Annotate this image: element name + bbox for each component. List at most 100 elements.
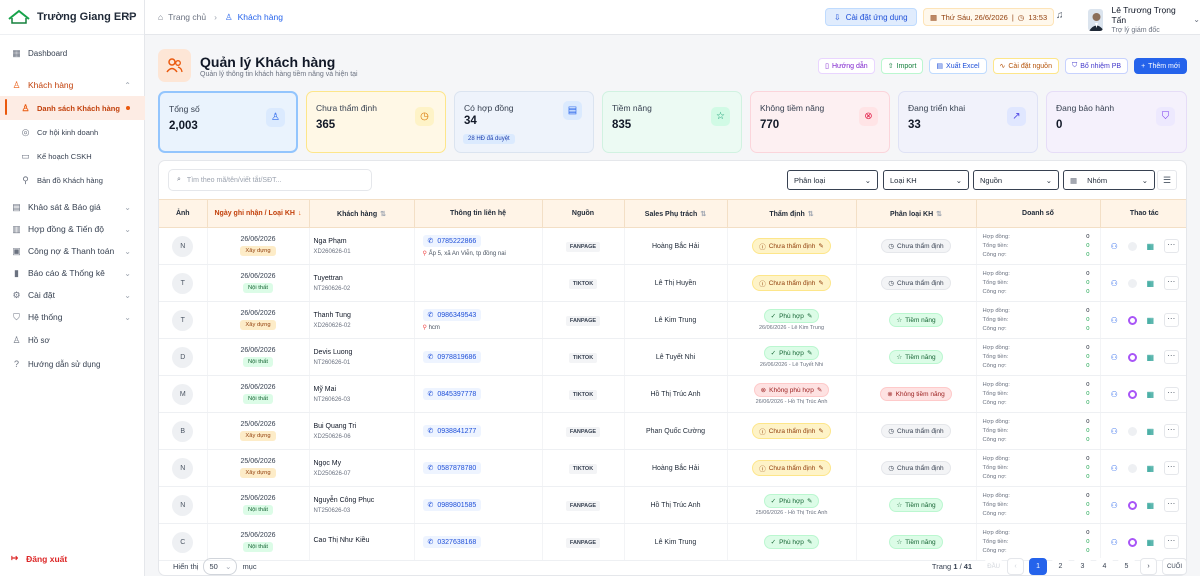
stat-card-unappraised[interactable]: Chưa thẩm định 365 ◷ <box>306 91 446 153</box>
add-new-button[interactable]: + Thêm mới <box>1134 58 1187 74</box>
loai-kh-select[interactable]: Loại KH ⌄ <box>883 170 969 190</box>
page-4-button[interactable]: 4 <box>1096 558 1113 575</box>
more-icon[interactable]: ··· <box>1163 424 1179 438</box>
target-icon[interactable] <box>1127 352 1137 362</box>
calendar-icon[interactable]: ▦ <box>1146 278 1155 288</box>
target-icon[interactable] <box>1127 500 1137 510</box>
sidebar-item-ke-hoach-cskh[interactable]: ▭ Kế hoạch CSKH <box>0 144 145 168</box>
assign-user-icon[interactable]: ⚇ <box>1110 500 1118 510</box>
cell-customer[interactable]: Thanh Tung XD260626-02 <box>309 301 415 339</box>
sidebar-group-khao-sat-bao-gia[interactable]: ▤ Khảo sát & Báo giá ⌄ <box>0 196 145 218</box>
more-icon[interactable]: ··· <box>1163 387 1179 401</box>
appraisal-badge[interactable]: ✓ Phù hợp ✎ <box>763 535 820 549</box>
appraisal-badge[interactable]: ✓ Phù hợp ✎ <box>763 346 820 360</box>
prev-page-button[interactable]: ‹ <box>1007 558 1025 575</box>
export-excel-button[interactable]: ▤ Xuất Excel <box>929 58 987 74</box>
assign-user-icon[interactable]: ⚇ <box>1110 241 1118 251</box>
import-button[interactable]: ⇧ Import <box>880 58 924 74</box>
calendar-icon[interactable]: ▦ <box>1146 352 1155 362</box>
target-icon[interactable] <box>1127 315 1137 325</box>
sidebar-group-he-thong[interactable]: ⛉ Hệ thống ⌄ <box>0 306 145 328</box>
cell-customer[interactable]: Nga Phạm XD260626-01 <box>309 227 415 265</box>
sidebar-group-cai-dat[interactable]: ⚙ Cài đặt ⌄ <box>0 284 145 306</box>
cell-customer[interactable]: Bui Quang Tri XD250626-06 <box>309 412 415 450</box>
sidebar-group-bao-cao-thong-ke[interactable]: ▮ Báo cáo & Thống kê ⌄ <box>0 262 145 284</box>
phone-link[interactable]: ✆ 0938841277 <box>422 425 482 437</box>
table-row[interactable]: C 25/06/2026 Nội thất Cao Thị Như Kiều ✆ 0327… <box>159 523 1186 561</box>
page-size-select[interactable]: 50 ⌄ <box>203 558 238 575</box>
cell-customer[interactable]: Ngọc My XD250626-07 <box>309 449 415 487</box>
nhom-select[interactable]: ▦ Nhóm ⌄ <box>1063 170 1155 190</box>
page-1-button[interactable]: 1 <box>1029 558 1047 575</box>
more-icon[interactable]: ··· <box>1163 498 1179 512</box>
breadcrumb-home[interactable]: Trang chủ <box>168 12 207 22</box>
sidebar-group-cong-no-thanh-toan[interactable]: ▣ Công nợ & Thanh toán ⌄ <box>0 240 145 262</box>
col-header-khach-hang[interactable]: Khách hàng ⇅ <box>309 199 415 228</box>
sidebar-item-ban-do-khach-hang[interactable]: ⚲ Bản đồ Khách hàng <box>0 168 145 192</box>
appraisal-badge[interactable]: ⓘ Chưa thẩm định ✎ <box>752 460 831 476</box>
calendar-icon[interactable]: ▦ <box>1146 315 1155 325</box>
appraisal-badge[interactable]: ⓘ Chưa thẩm định ✎ <box>752 275 831 291</box>
phone-link[interactable]: ✆ 0587878780 <box>422 462 482 474</box>
phone-link[interactable]: ✆ 0327638168 <box>422 536 482 548</box>
stat-card-total[interactable]: Tổng số 2,003 ♙ <box>158 91 298 153</box>
cell-customer[interactable]: Cao Thị Như Kiều <box>309 523 415 561</box>
calendar-icon[interactable]: ▦ <box>1146 463 1155 473</box>
cell-customer[interactable]: Mỹ Mai NT260626-03 <box>309 375 415 413</box>
stat-card-potential[interactable]: Tiềm năng 835 ☆ <box>602 91 742 153</box>
cell-customer[interactable]: Tuyettran NT260626-02 <box>309 264 415 302</box>
user-menu[interactable]: Lê Trương Trọng Tấn Trợ lý giám đốc ⌄ <box>1088 5 1200 34</box>
table-row[interactable]: N 25/06/2026 Xây dựng Ngọc My XD250626-07 ✆ 05… <box>159 449 1186 487</box>
status-dot-icon[interactable] <box>1127 463 1137 473</box>
appraisal-badge[interactable]: ✓ Phù hợp ✎ <box>763 494 820 508</box>
status-dot-icon[interactable] <box>1127 278 1137 288</box>
page-2-button[interactable]: 2 <box>1052 558 1069 575</box>
first-page-button[interactable]: ĐẦU <box>985 558 1003 575</box>
col-header-sales[interactable]: Sales Phụ trách ⇅ <box>624 199 728 228</box>
next-page-button[interactable]: › <box>1140 558 1157 575</box>
sidebar-item-co-hoi-kinh-doanh[interactable]: ◎ Cơ hội kinh doanh <box>0 120 145 144</box>
appraisal-badge[interactable]: ⊗ Không phù hợp ✎ <box>753 383 830 397</box>
table-row[interactable]: M 26/06/2026 Nội thất Mỹ Mai NT260626-03 ✆ 084… <box>159 375 1186 413</box>
assign-user-icon[interactable]: ⚇ <box>1110 389 1118 399</box>
target-icon[interactable] <box>1127 389 1137 399</box>
more-icon[interactable]: ··· <box>1163 350 1179 364</box>
stat-card-contract[interactable]: Có hợp đồng 34 28 HĐ đã duyệt ▤ <box>454 91 594 153</box>
calendar-icon[interactable]: ▦ <box>1146 241 1155 251</box>
sidebar-item-ho-so[interactable]: ♙ Hồ sơ <box>0 328 145 352</box>
sidebar-group-khach-hang[interactable]: ♙ Khách hàng ⌃ <box>0 74 145 96</box>
appraisal-badge[interactable]: ⓘ Chưa thẩm định ✎ <box>752 238 831 254</box>
page-3-button[interactable]: 3 <box>1074 558 1091 575</box>
assign-user-icon[interactable]: ⚇ <box>1110 278 1118 288</box>
stat-card-in-progress[interactable]: Đang triển khai 33 ↗ <box>898 91 1038 153</box>
sidebar-group-hop-dong-tien-do[interactable]: ▥ Hợp đồng & Tiến độ ⌄ <box>0 218 145 240</box>
stat-card-warranty[interactable]: Đang bảo hành 0 ⛉ <box>1046 91 1187 153</box>
calendar-icon[interactable]: ▦ <box>1146 389 1155 399</box>
appraisal-badge[interactable]: ⓘ Chưa thẩm định ✎ <box>752 423 831 439</box>
calendar-icon[interactable]: ▦ <box>1146 426 1155 436</box>
column-settings-button[interactable]: ☰ <box>1157 170 1177 190</box>
sidebar-item-danh-sach-khach-hang[interactable]: ♙ Danh sách Khách hàng <box>0 96 145 120</box>
more-icon[interactable]: ··· <box>1163 239 1179 253</box>
install-app-button[interactable]: ⇩ Cài đặt ứng dụng <box>825 8 917 26</box>
table-row[interactable]: T 26/06/2026 Nội thất Tuyettran NT260626-02 T… <box>159 264 1186 302</box>
phan-loai-select[interactable]: Phân loại ⌄ <box>787 170 878 190</box>
calendar-icon[interactable]: ▦ <box>1146 500 1155 510</box>
col-header-ngay[interactable]: Ngày ghi nhận / Loại KH ↓ <box>207 199 310 228</box>
appraisal-badge[interactable]: ✓ Phù hợp ✎ <box>763 309 820 323</box>
col-header-tham-dinh[interactable]: Thẩm định ⇅ <box>727 199 857 228</box>
more-icon[interactable]: ··· <box>1163 535 1179 549</box>
guide-button[interactable]: ▯ Hướng dẫn <box>818 58 875 74</box>
calendar-icon[interactable]: ▦ <box>1146 537 1155 547</box>
page-5-button[interactable]: 5 <box>1118 558 1135 575</box>
last-page-button[interactable]: CUỐI <box>1162 558 1187 575</box>
target-icon[interactable] <box>1127 537 1137 547</box>
sidebar-item-huong-dan[interactable]: ? Hướng dẫn sử dụng <box>0 352 145 376</box>
brand[interactable]: Trường Giang ERP <box>0 0 144 35</box>
table-row[interactable]: N 26/06/2026 Xây dựng Nga Phạm XD260626-01 ✆ 0… <box>159 227 1186 265</box>
assign-user-icon[interactable]: ⚇ <box>1110 537 1118 547</box>
phone-link[interactable]: ✆ 0978819686 <box>422 351 482 363</box>
phone-link[interactable]: ✆ 0845397778 <box>422 388 482 400</box>
table-row[interactable]: T 26/06/2026 Xây dựng Thanh Tung XD260626-02… <box>159 301 1186 339</box>
table-row[interactable]: D 26/06/2026 Nội thất Devis Luong NT260626-0… <box>159 338 1186 376</box>
